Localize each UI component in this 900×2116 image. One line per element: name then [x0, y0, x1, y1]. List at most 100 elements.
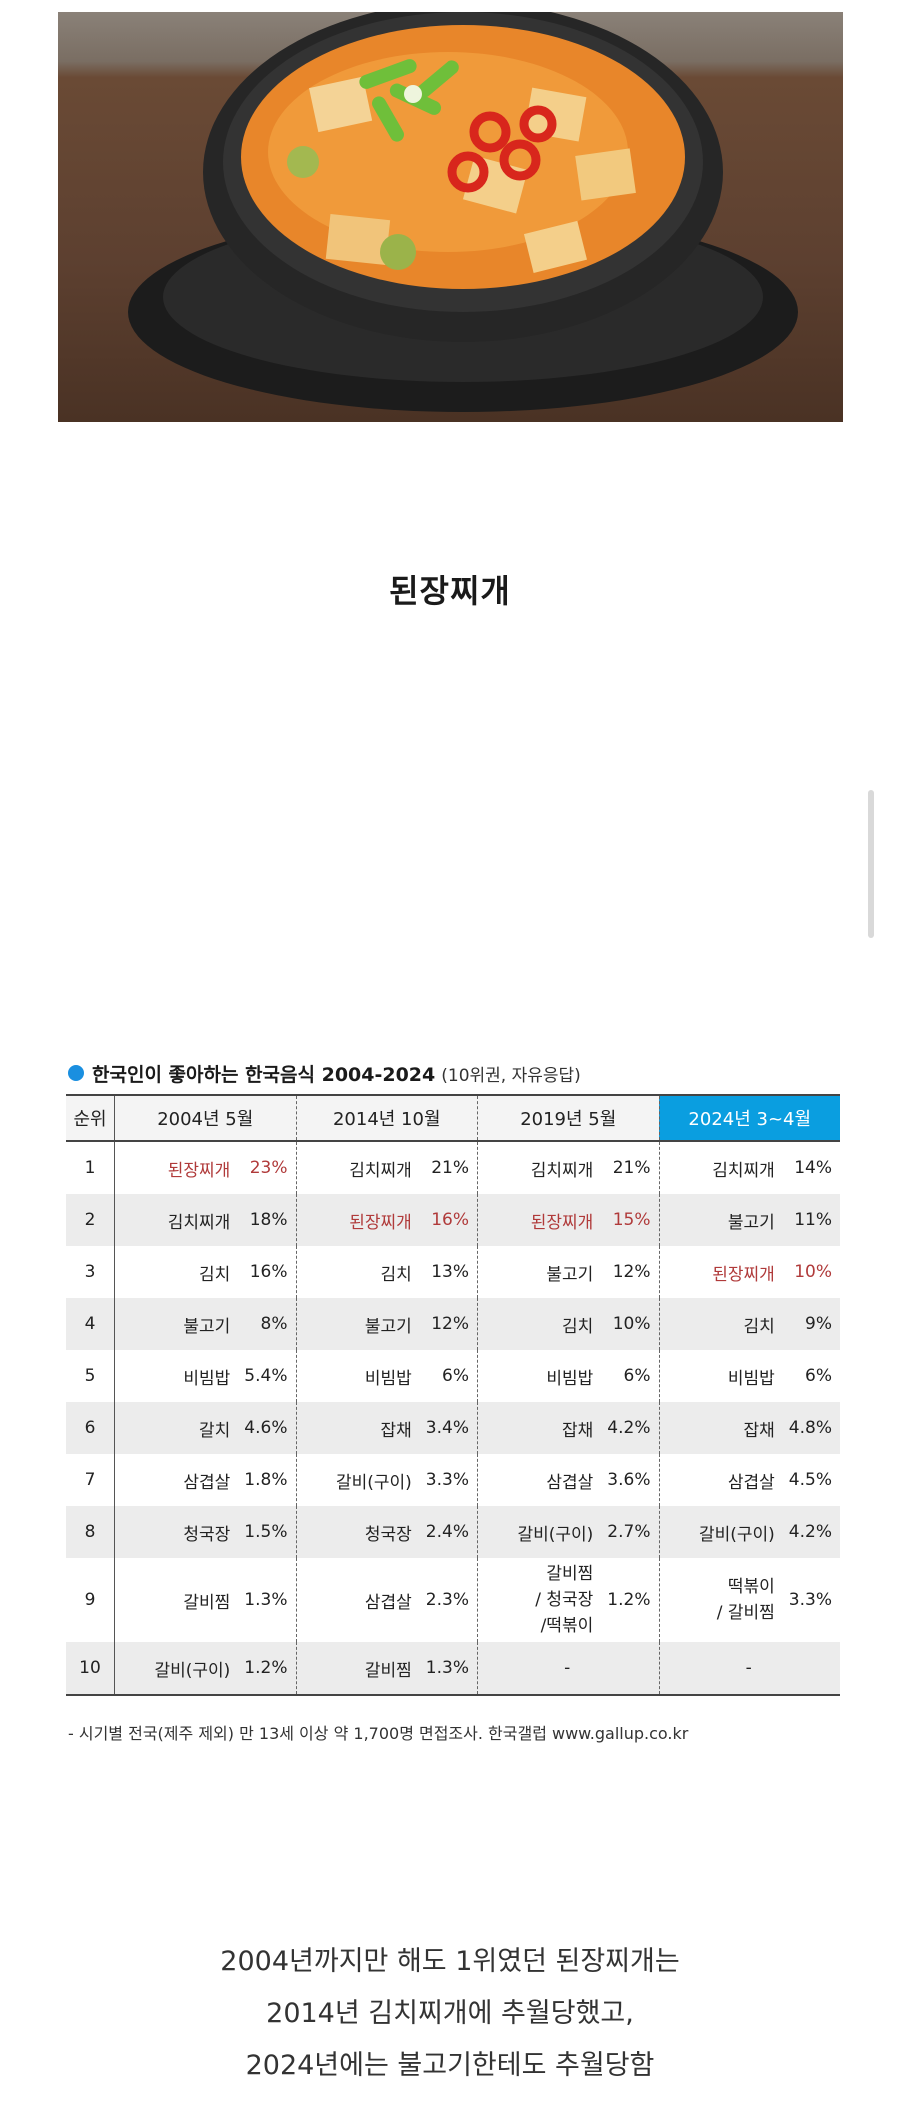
food-cell: -: [477, 1642, 660, 1696]
table-row: 10 갈비(구이) 1.2% 갈비찜 1.3% - -: [66, 1642, 840, 1696]
table-heading-sub: (10위권, 자유응답): [441, 1065, 581, 1086]
rank-cell: 6: [66, 1402, 115, 1454]
food-cell: 갈비찜: [296, 1642, 420, 1696]
column-header-rank: 순위: [66, 1094, 115, 1142]
food-cell: 삼겹살: [183, 1472, 231, 1493]
food-cell: 갈비(구이): [659, 1506, 783, 1558]
food-cell: 갈비찜 / 청국장/떡볶이: [535, 1564, 594, 1636]
percent-cell: 11%: [782, 1194, 840, 1246]
percent-cell: 4.8%: [782, 1402, 840, 1454]
percent-cell: 18%: [238, 1194, 297, 1246]
food-cell: 비빔밥: [364, 1368, 412, 1389]
zucchini-slice: [287, 146, 319, 178]
food-cell: 불고기: [546, 1264, 594, 1285]
food-cell: 갈비(구이): [477, 1506, 602, 1558]
food-cell: 비빔밥: [546, 1368, 594, 1389]
food-cell: 김치: [380, 1264, 412, 1285]
rank-cell: 1: [66, 1141, 115, 1194]
food-cell: 된장찌개: [477, 1194, 602, 1246]
food-cell: 김치찌개: [114, 1194, 239, 1246]
food-cell: 청국장: [114, 1506, 239, 1558]
percent-cell: 10%: [601, 1298, 660, 1350]
percent-cell: 3.4%: [419, 1402, 478, 1454]
percent-cell: 14%: [794, 1158, 832, 1178]
stew-illustration: [128, 12, 798, 412]
ranking-table: 순위 2004년 5월 2014년 10월 2019년 5월 2024년 3~4…: [66, 1094, 840, 1696]
percent-cell: 1.2%: [601, 1558, 660, 1642]
rank-cell: 8: [66, 1506, 115, 1558]
percent-cell: 16%: [419, 1194, 478, 1246]
bullet-dot-icon: [68, 1065, 84, 1081]
food-cell: 불고기: [659, 1194, 783, 1246]
percent-cell: 2.7%: [601, 1506, 660, 1558]
scrollbar[interactable]: [868, 790, 874, 938]
caption-line: 2004년까지만 해도 1위였던 된장찌개는: [220, 1946, 680, 1977]
table-header-row: 순위 2004년 5월 2014년 10월 2019년 5월 2024년 3~4…: [66, 1094, 840, 1142]
percent-cell: 4.5%: [788, 1470, 832, 1490]
ranking-table-image: 한국인이 좋아하는 한국음식 2004-2024 (10위권, 자유응답) 순위…: [62, 1050, 844, 1750]
food-cell: 갈비찜: [183, 1592, 231, 1613]
tofu-cube: [575, 148, 636, 201]
table-row: 5 비빔밥 5.4% 비빔밥 6% 비빔밥 6% 비빔밥 6%: [66, 1350, 840, 1402]
percent-cell: 1.8%: [238, 1454, 297, 1506]
percent-cell: 4.2%: [601, 1402, 660, 1454]
table-row: 2 김치찌개 18% 된장찌개 16% 된장찌개 15% 불고기 11%: [66, 1194, 840, 1246]
percent-cell: 4.6%: [238, 1402, 297, 1454]
green-onion-white: [404, 85, 422, 103]
percent-cell: 2.3%: [419, 1558, 478, 1642]
table-heading: 한국인이 좋아하는 한국음식 2004-2024 (10위권, 자유응답): [68, 1058, 581, 1088]
food-cell: 비빔밥: [183, 1368, 231, 1389]
page-title: 된장찌개: [389, 572, 511, 610]
percent-cell: 1.2%: [238, 1642, 297, 1696]
tofu-cube: [523, 220, 588, 273]
food-cell: 갈치: [114, 1402, 239, 1454]
rank-cell: 2: [66, 1194, 115, 1246]
food-cell: 김치: [199, 1264, 231, 1285]
tofu-cube: [325, 213, 391, 266]
food-cell: 비빔밥: [727, 1368, 775, 1389]
zucchini-slice: [380, 234, 416, 270]
percent-cell: 6%: [805, 1366, 832, 1386]
percent-cell: 16%: [238, 1246, 297, 1298]
percent-cell: 1.3%: [419, 1642, 478, 1696]
table-row: 8 청국장 1.5% 청국장 2.4% 갈비(구이) 2.7% 갈비(구이) 4.2%: [66, 1506, 840, 1558]
table-row: 7 삼겹살 1.8% 갈비(구이) 3.3% 삼겹살 3.6% 삼겹살 4.5%: [66, 1454, 840, 1506]
tofu-cube: [309, 76, 373, 133]
food-cell: 갈비(구이): [335, 1472, 412, 1493]
food-cell: 김치찌개: [349, 1160, 412, 1181]
doenjang-jjigae-photo: [58, 12, 843, 422]
column-header-2024: 2024년 3~4월: [659, 1094, 840, 1142]
table-body: 1 된장찌개 23% 김치찌개 21% 김치찌개 21% 김치찌개 14% 2 김치찌개 18% 된장찌…: [66, 1141, 840, 1696]
rank-cell: 7: [66, 1454, 115, 1506]
table-row: 1 된장찌개 23% 김치찌개 21% 김치찌개 21% 김치찌개 14%: [66, 1141, 840, 1194]
food-cell: 삼겹살: [364, 1592, 412, 1613]
food-cell: 불고기: [296, 1298, 420, 1350]
percent-cell: 12%: [419, 1298, 478, 1350]
percent-cell: 3.6%: [601, 1454, 660, 1506]
table-row: 3 김치 16% 김치 13% 불고기 12% 된장찌개 10%: [66, 1246, 840, 1298]
food-cell: -: [659, 1642, 840, 1696]
food-cell: 잡채: [296, 1402, 420, 1454]
percent-cell: 6%: [601, 1350, 660, 1402]
table-row: 6 갈치 4.6% 잡채 3.4% 잡채 4.2% 잡채 4.8%: [66, 1402, 840, 1454]
rank-cell: 5: [66, 1350, 115, 1402]
rank-cell: 9: [66, 1558, 115, 1642]
food-cell: 된장찌개: [167, 1160, 231, 1181]
rank-cell: 3: [66, 1246, 115, 1298]
percent-cell: 10%: [794, 1262, 832, 1282]
food-cell: 불고기: [114, 1298, 239, 1350]
food-cell: 된장찌개: [712, 1264, 775, 1285]
percent-cell: 6%: [419, 1350, 478, 1402]
percent-cell: 1.3%: [238, 1558, 297, 1642]
percent-cell: 5.4%: [238, 1350, 297, 1402]
food-cell: 삼겹살: [546, 1472, 594, 1493]
rank-cell: 4: [66, 1298, 115, 1350]
percent-cell: 12%: [601, 1246, 660, 1298]
food-cell: 잡채: [477, 1402, 602, 1454]
percent-cell: 21%: [601, 1141, 660, 1194]
table-row: 9 갈비찜 1.3% 삼겹살 2.3% 갈비찜 / 청국장/떡볶이 1.2% 떡볶이 / 갈비찜 3…: [66, 1558, 840, 1642]
caption-line: 2014년 김치찌개에 추월당했고,: [266, 1998, 634, 2029]
food-cell: 청국장: [296, 1506, 420, 1558]
food-cell: 김치: [477, 1298, 602, 1350]
percent-cell: 3.3%: [419, 1454, 478, 1506]
